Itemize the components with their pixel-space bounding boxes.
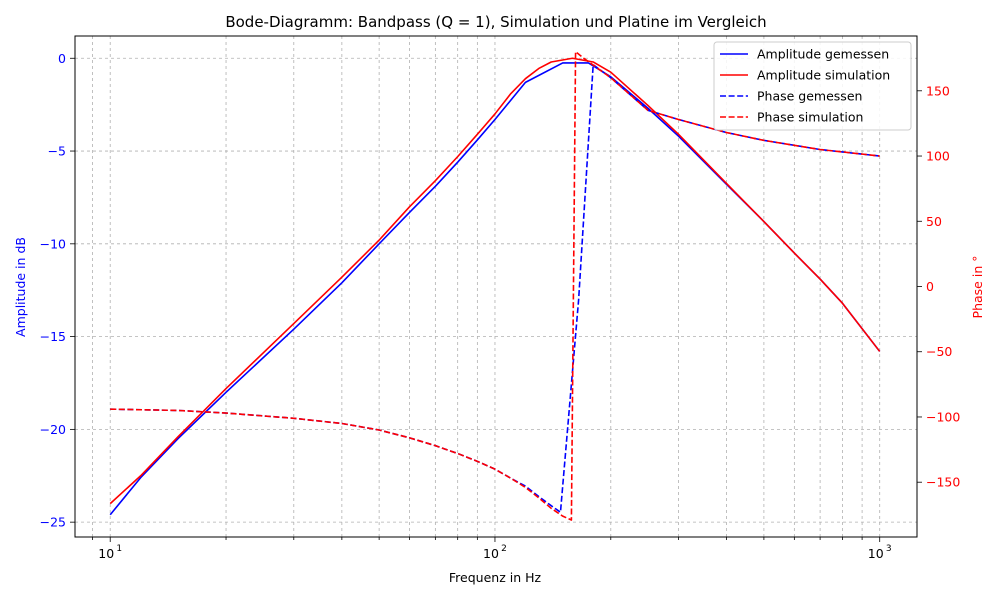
chart-title: Bode-Diagramm: Bandpass (Q = 1), Simulat… bbox=[225, 13, 766, 31]
series-layer bbox=[109, 50, 881, 521]
y-right-tick-label: −50 bbox=[926, 344, 952, 359]
y-left-tick-label: 0 bbox=[58, 51, 66, 66]
y-axis-left: 0 −5 −10 −15 −20 −25 bbox=[40, 51, 75, 530]
x-tick-exponent: 1 bbox=[116, 544, 122, 554]
y-right-tick-label: 100 bbox=[926, 149, 950, 164]
y-axis-right: 150 100 50 0 −50 −100 −150 bbox=[917, 83, 960, 490]
legend-entry-label: Amplitude gemessen bbox=[757, 47, 889, 62]
y-right-tick-label: −150 bbox=[926, 475, 960, 490]
y-left-tick-label: −25 bbox=[40, 515, 66, 530]
x-tick-exponent: 3 bbox=[886, 544, 892, 554]
x-tick-label: 10 bbox=[868, 546, 884, 561]
legend-box bbox=[713, 41, 912, 131]
y-left-tick-label: −15 bbox=[40, 329, 66, 344]
grid bbox=[75, 36, 917, 537]
y-right-tick-label: 50 bbox=[926, 214, 942, 229]
y-axis-left-label: Amplitude in dB bbox=[13, 237, 28, 337]
legend-entry-label: Phase simulation bbox=[757, 110, 863, 125]
y-left-tick-label: −20 bbox=[40, 422, 66, 437]
legend: Amplitude gemessen Amplitude simulation Ph… bbox=[713, 41, 912, 131]
x-axis-label: Frequenz in Hz bbox=[449, 570, 542, 585]
legend-entry-label: Amplitude simulation bbox=[757, 68, 890, 83]
y-axis-right-label: Phase in ° bbox=[970, 256, 985, 319]
x-tick-label: 10 bbox=[98, 546, 114, 561]
x-axis: 10 1 10 2 10 3 bbox=[92, 537, 892, 561]
y-left-tick-label: −5 bbox=[48, 144, 66, 159]
y-right-tick-label: −100 bbox=[926, 409, 960, 424]
legend-entry-label: Phase gemessen bbox=[757, 89, 862, 104]
series-line-2 bbox=[109, 57, 881, 505]
y-left-tick-label: −10 bbox=[40, 236, 66, 251]
y-right-tick-label: 0 bbox=[926, 279, 934, 294]
x-tick-exponent: 2 bbox=[501, 544, 507, 554]
x-tick-label: 10 bbox=[483, 546, 499, 561]
y-right-tick-label: 150 bbox=[926, 83, 950, 98]
